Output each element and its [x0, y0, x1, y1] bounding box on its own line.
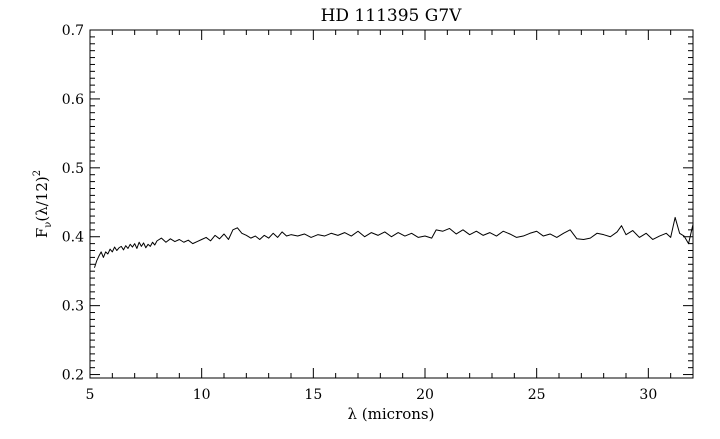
y-tick-label: 0.3 — [62, 299, 84, 315]
y-tick-label: 0.4 — [62, 230, 84, 246]
x-axis-label: λ (microns) — [348, 405, 435, 423]
y-tick-label: 0.7 — [62, 23, 84, 39]
x-tick-label: 15 — [304, 387, 322, 403]
x-tick-label: 30 — [639, 387, 657, 403]
y-axis-label-main: F — [33, 228, 51, 238]
y-tick-label: 0.6 — [62, 92, 84, 108]
y-axis-ticks — [90, 29, 693, 376]
series-line — [93, 216, 694, 268]
y-axis-label-sub: ν — [43, 222, 54, 228]
y-axis-label-sup: 2 — [32, 170, 43, 176]
y-axis-label: Fν(λ/12)2 — [32, 170, 54, 238]
y-tick-label: 0.5 — [62, 161, 84, 177]
y-axis-label-rest: (λ/12) — [33, 176, 51, 221]
chart-title: HD 111395 G7V — [321, 6, 463, 26]
y-axis-tick-labels: 0.2 0.3 0.4 0.5 0.6 0.7 — [62, 23, 84, 384]
x-tick-label: 5 — [86, 387, 95, 403]
x-tick-label: 20 — [416, 387, 434, 403]
x-axis-tick-labels: 5 10 15 20 25 30 — [86, 387, 658, 403]
plot-frame — [89, 29, 694, 379]
x-tick-label: 25 — [528, 387, 546, 403]
x-axis-ticks — [89, 30, 694, 378]
y-tick-label: 0.2 — [62, 368, 84, 384]
x-tick-label: 10 — [193, 387, 211, 403]
